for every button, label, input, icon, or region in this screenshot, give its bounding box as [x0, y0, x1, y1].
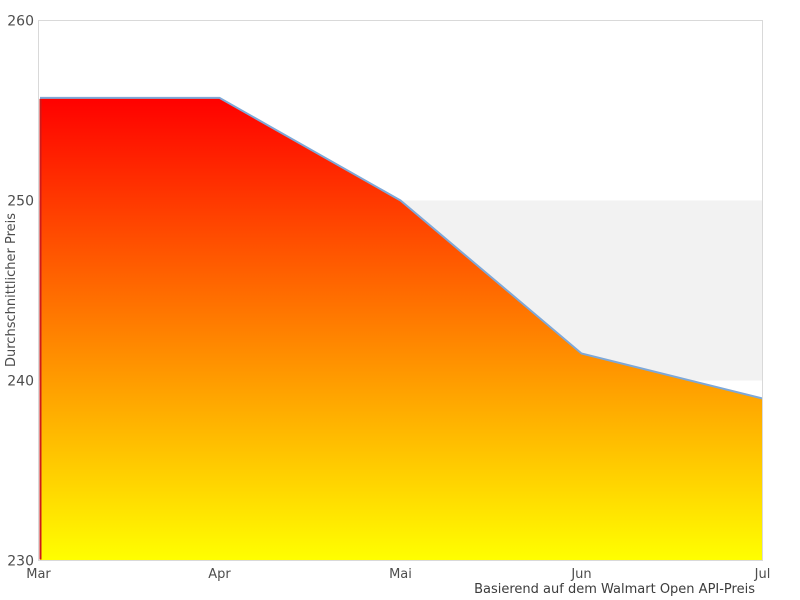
y-tick-label: 250: [7, 194, 34, 210]
plot-border: [38, 20, 763, 561]
x-tick-label: Mai: [389, 567, 412, 582]
x-tick-label: Jul: [754, 567, 771, 582]
price-line: [40, 96, 763, 400]
y-tick-label: 230: [7, 554, 34, 570]
price-area: [40, 97, 763, 561]
y-tick-label: 240: [7, 374, 34, 390]
y-axis-title: Durchschnittlicher Preis: [4, 212, 19, 368]
x-tick-label: Mar: [26, 567, 51, 582]
chart-caption: Basierend auf dem Walmart Open API-Preis: [474, 582, 755, 597]
y-tick-label: 260: [7, 14, 34, 30]
x-tick-label: Apr: [208, 567, 231, 582]
x-tick-label: Jun: [570, 567, 591, 582]
